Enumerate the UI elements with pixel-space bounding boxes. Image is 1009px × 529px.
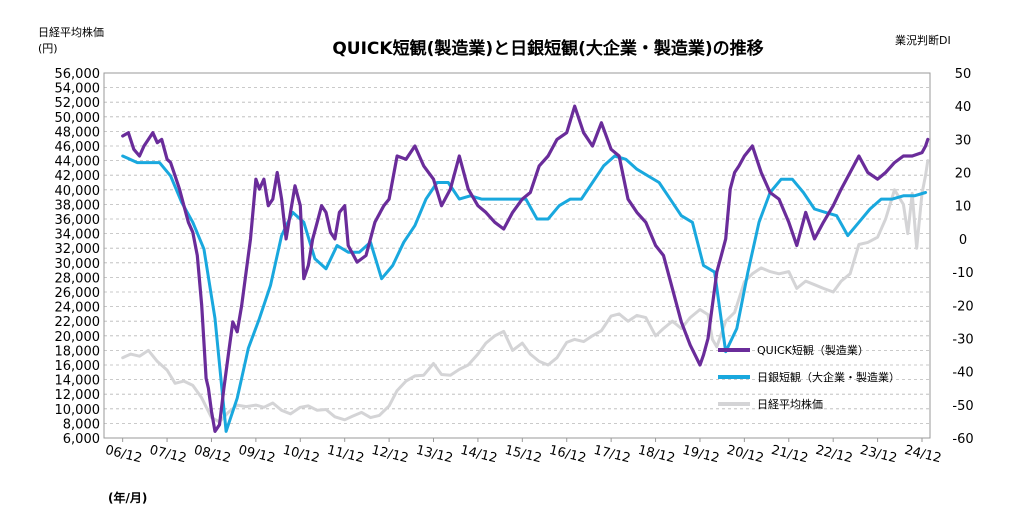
left-tick-label: 6,000 [63, 432, 100, 447]
right-tick-label: 10 [955, 200, 972, 215]
legend: QUICK短観（製造業） 日銀短観（大企業・製造業） 日経平均株価 [718, 343, 900, 411]
right-tick-label: -20 [952, 299, 973, 314]
left-tick-label: 14,000 [55, 374, 101, 389]
x-tick-label: 15/12 [503, 443, 543, 467]
right-tick-label: -40 [952, 366, 973, 381]
x-tick-label: 23/12 [858, 443, 898, 467]
x-tick-label: 22/12 [814, 443, 854, 467]
left-tick-label: 44,000 [55, 155, 101, 170]
left-tick-label: 30,000 [55, 257, 101, 272]
left-tick-label: 40,000 [55, 184, 101, 199]
left-tick-label: 56,000 [55, 67, 101, 82]
x-tick-label: 11/12 [326, 443, 366, 467]
right-axis-ticks: -60 -50 -40 -30 -20 -10 0 10 20 30 40 50 [952, 67, 973, 447]
left-axis-ticks: 6,0008,00010,00012,00014,00016,00018,000… [55, 67, 101, 447]
x-tick-label: 13/12 [414, 443, 454, 467]
plot-frame [103, 72, 931, 439]
x-tick-label: 14/12 [459, 443, 499, 467]
x-tick-label: 18/12 [636, 443, 676, 467]
right-tick-label: -60 [952, 432, 973, 447]
right-tick-label: -50 [952, 399, 973, 414]
left-tick-label: 26,000 [55, 286, 101, 301]
left-tick-label: 52,000 [55, 96, 101, 111]
left-tick-label: 20,000 [55, 330, 101, 345]
chart-title: QUICK短観(製造業)と日銀短観(大企業・製造業)の推移 [332, 38, 763, 59]
left-tick-label: 32,000 [55, 242, 101, 257]
left-tick-label: 42,000 [55, 169, 101, 184]
x-tick-label: 19/12 [681, 443, 721, 467]
right-tick-label: 30 [955, 133, 972, 148]
left-tick-label: 24,000 [55, 301, 101, 316]
x-tick-label: 10/12 [281, 443, 321, 467]
left-tick-label: 16,000 [55, 359, 101, 374]
left-tick-label: 36,000 [55, 213, 101, 228]
legend-label: QUICK短観（製造業） [757, 343, 869, 357]
left-tick-label: 12,000 [55, 388, 101, 403]
legend-label: 日経平均株価 [757, 397, 823, 411]
legend-label: 日銀短観（大企業・製造業） [757, 370, 900, 384]
left-tick-label: 10,000 [55, 403, 101, 418]
series-line-0 [121, 104, 930, 433]
right-tick-label: 40 [955, 100, 972, 115]
left-tick-label: 46,000 [55, 140, 101, 155]
x-tick-label: 06/12 [104, 443, 144, 467]
left-tick-label: 38,000 [55, 198, 101, 213]
right-tick-label: 50 [955, 67, 972, 82]
left-tick-label: 48,000 [55, 125, 101, 140]
x-tick-label: 17/12 [592, 443, 632, 467]
right-tick-label: -30 [952, 332, 973, 347]
x-tick-label: 21/12 [770, 443, 810, 467]
left-tick-label: 18,000 [55, 344, 101, 359]
series-line-1 [121, 154, 928, 433]
x-tick-label: 16/12 [548, 443, 588, 467]
left-axis-label-line2: (円) [38, 42, 58, 55]
series-lines [121, 104, 930, 433]
series-line-2 [121, 159, 930, 424]
x-tick-label: 09/12 [237, 443, 277, 467]
x-tick-label: 20/12 [725, 443, 765, 467]
x-axis-unit-label: (年/月) [108, 490, 147, 505]
x-tick-label: 08/12 [192, 443, 232, 467]
x-tick-label: 24/12 [903, 443, 943, 467]
left-axis-label-line1: 日経平均株価 [38, 25, 104, 39]
left-tick-label: 34,000 [55, 228, 101, 243]
left-tick-label: 28,000 [55, 271, 101, 286]
right-tick-label: 20 [955, 167, 972, 182]
left-tick-label: 22,000 [55, 315, 101, 330]
x-axis-ticks: 06/12 07/12 08/12 09/12 10/12 11/12 12/12 13/12… [104, 438, 943, 466]
right-axis-label: 業況判断DI [895, 33, 951, 47]
left-tick-label: 50,000 [55, 111, 101, 126]
x-tick-label: 07/12 [148, 443, 188, 467]
left-tick-label: 8,000 [63, 417, 100, 432]
right-tick-label: 0 [959, 233, 967, 248]
left-tick-label: 54,000 [55, 82, 101, 97]
x-tick-label: 12/12 [370, 443, 410, 467]
right-tick-label: -10 [952, 266, 973, 281]
